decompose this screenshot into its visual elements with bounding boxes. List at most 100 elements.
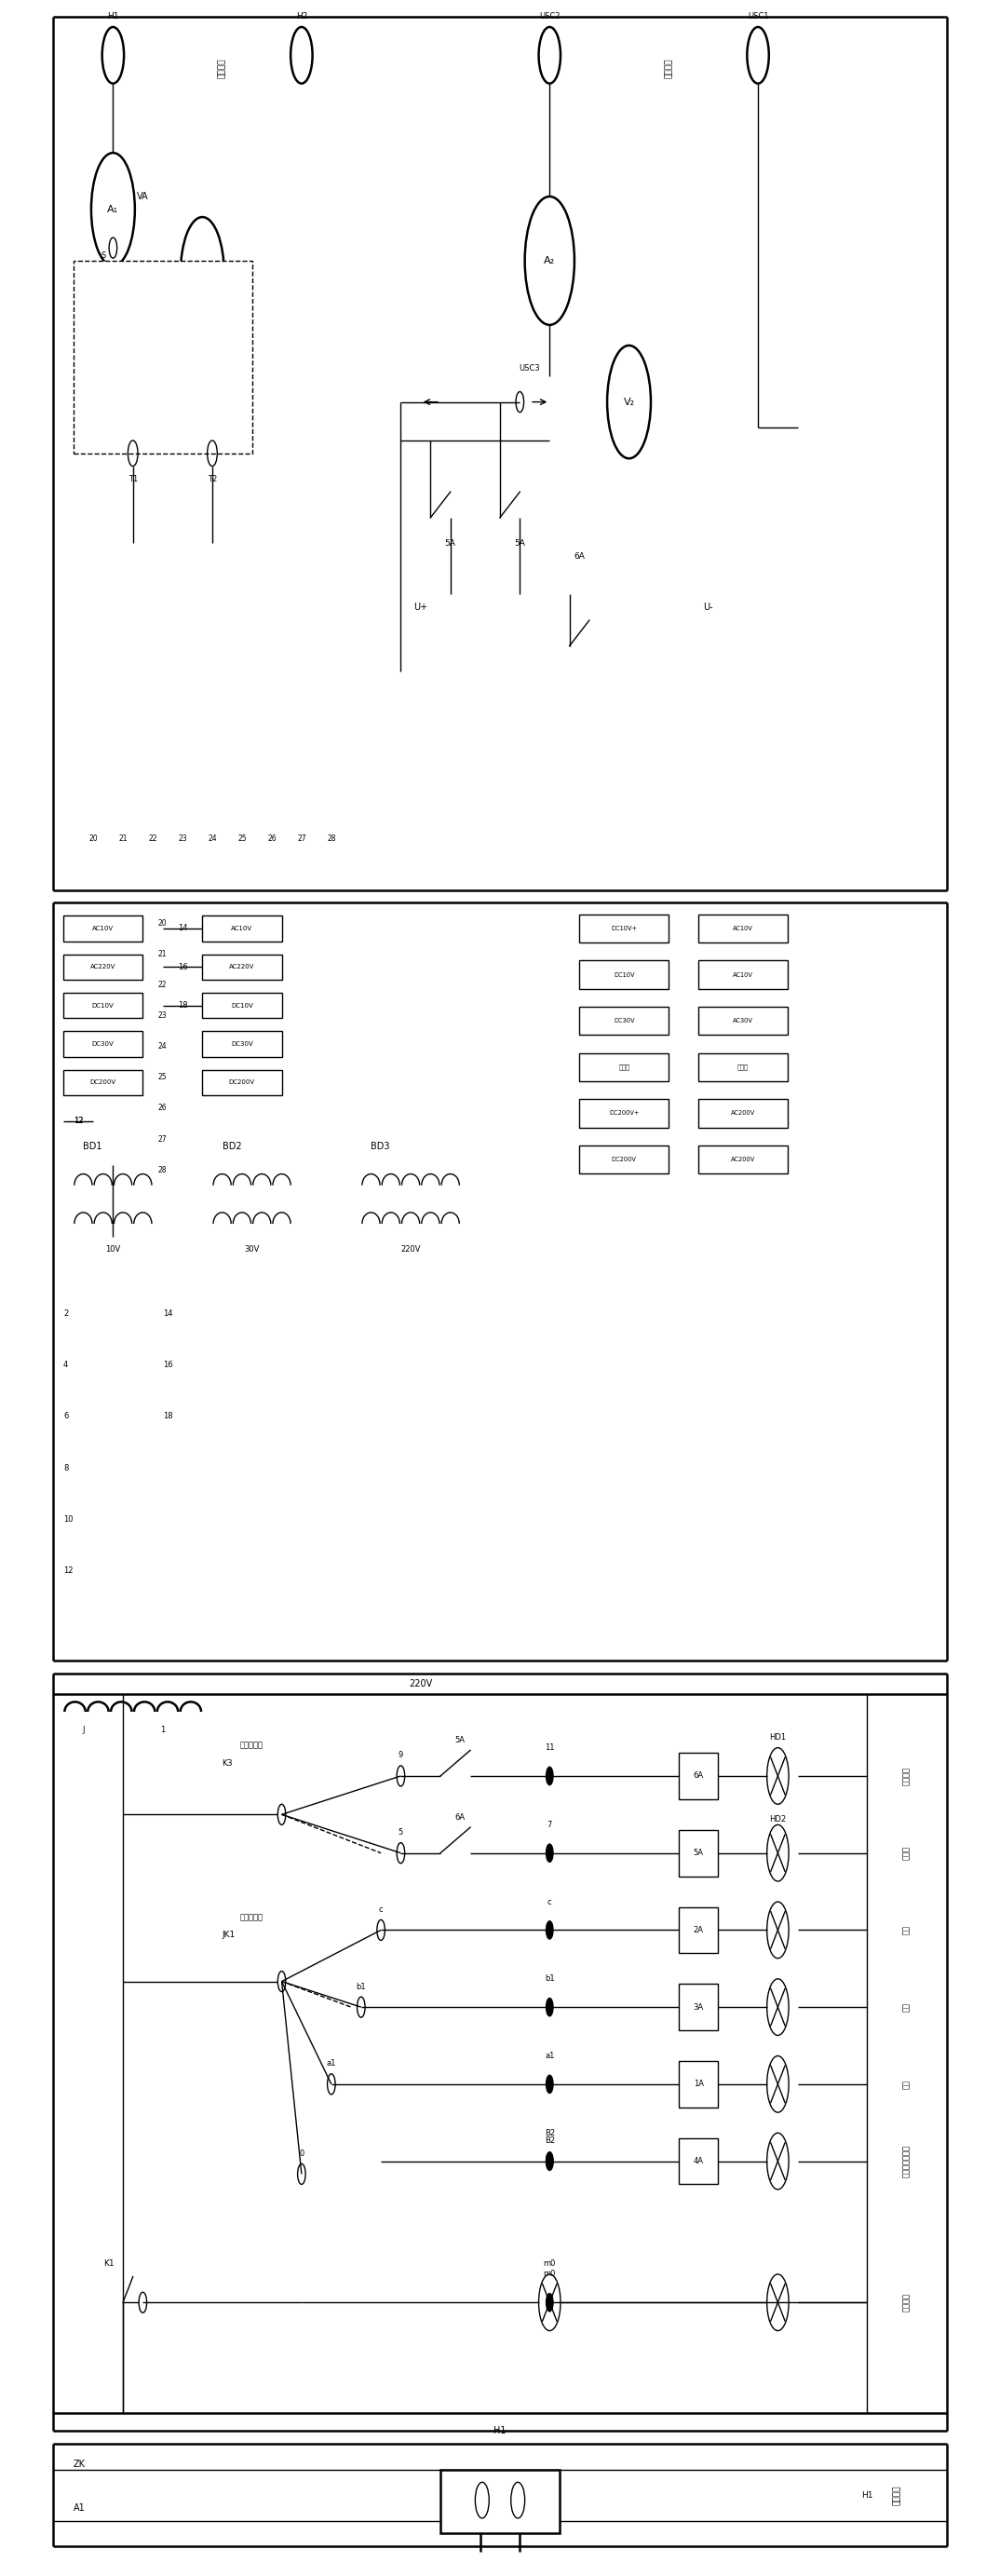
Text: 22: 22 xyxy=(148,835,157,842)
Text: DC10V: DC10V xyxy=(231,1002,253,1007)
Text: USC3: USC3 xyxy=(519,363,540,374)
Text: 25: 25 xyxy=(238,835,246,842)
Text: 14: 14 xyxy=(163,1309,172,1319)
Text: DC10V: DC10V xyxy=(92,1002,114,1007)
Bar xyxy=(698,1054,788,1082)
Text: 220V: 220V xyxy=(401,1244,421,1255)
Text: H1: H1 xyxy=(107,13,119,21)
Text: 2A: 2A xyxy=(693,1927,704,1935)
Text: 8: 8 xyxy=(76,1041,81,1048)
Text: DC200V+: DC200V+ xyxy=(609,1110,639,1115)
Text: b1: b1 xyxy=(545,1976,555,1984)
Text: 间隔机组监控台: 间隔机组监控台 xyxy=(903,2146,911,2177)
Text: 24: 24 xyxy=(208,835,217,842)
Circle shape xyxy=(546,1922,553,1940)
Bar xyxy=(63,914,143,940)
Bar xyxy=(202,1069,282,1095)
Text: 6: 6 xyxy=(76,1002,81,1010)
Text: 被测继: 被测继 xyxy=(738,1064,749,1069)
Text: K3: K3 xyxy=(222,1759,233,1767)
Text: a1: a1 xyxy=(326,2058,336,2069)
Bar xyxy=(440,2470,560,2535)
Bar xyxy=(202,1030,282,1056)
Text: 23: 23 xyxy=(178,835,187,842)
Text: 30V: 30V xyxy=(244,1244,260,1255)
Text: 20: 20 xyxy=(89,835,98,842)
Text: 6A: 6A xyxy=(455,1814,465,1821)
Text: U+: U+ xyxy=(414,603,428,613)
Text: BD1: BD1 xyxy=(83,1141,102,1151)
Text: AC220V: AC220V xyxy=(90,963,116,969)
Text: AC200V: AC200V xyxy=(731,1157,755,1162)
Text: 5: 5 xyxy=(398,1829,403,1837)
Text: 4: 4 xyxy=(76,963,81,971)
Text: 极性选择器: 极性选择器 xyxy=(240,1741,264,1749)
Text: AC10V: AC10V xyxy=(231,925,253,933)
Text: USC2: USC2 xyxy=(539,13,560,21)
Text: AC200V: AC200V xyxy=(731,1110,755,1115)
Text: ZK: ZK xyxy=(73,2460,85,2468)
Text: 16: 16 xyxy=(163,1360,173,1370)
Bar xyxy=(579,1146,669,1175)
Bar xyxy=(579,914,669,943)
Circle shape xyxy=(546,1767,553,1785)
Text: A₁: A₁ xyxy=(107,204,119,214)
Text: 2: 2 xyxy=(63,1309,68,1319)
Text: 暂停: 暂停 xyxy=(903,1924,911,1935)
Text: 6: 6 xyxy=(76,1002,81,1010)
Circle shape xyxy=(546,2076,553,2094)
Bar xyxy=(679,2138,718,2184)
Bar xyxy=(73,260,252,453)
Text: 220V: 220V xyxy=(409,1680,432,1687)
Circle shape xyxy=(546,2151,553,2169)
Bar xyxy=(202,992,282,1018)
Text: 26: 26 xyxy=(267,835,276,842)
Text: 直流输出: 直流输出 xyxy=(664,59,673,77)
Text: 置图: 置图 xyxy=(903,2079,911,2089)
Text: AC10V: AC10V xyxy=(733,971,753,976)
Text: c: c xyxy=(379,1906,383,1914)
Text: 6: 6 xyxy=(63,1412,68,1419)
Text: 25: 25 xyxy=(158,1074,167,1082)
Text: 5A: 5A xyxy=(514,538,525,549)
Bar xyxy=(679,1752,718,1798)
Text: 20: 20 xyxy=(158,920,167,927)
Text: AC30V: AC30V xyxy=(733,1018,753,1023)
Text: 8: 8 xyxy=(63,1463,68,1471)
Text: b1: b1 xyxy=(356,1984,366,1991)
Text: 26: 26 xyxy=(158,1105,167,1113)
Text: 4: 4 xyxy=(63,1360,68,1370)
Text: B2: B2 xyxy=(544,2128,555,2138)
Text: U-: U- xyxy=(703,603,713,613)
Text: 12: 12 xyxy=(73,1118,83,1126)
Text: T1: T1 xyxy=(128,474,138,484)
Text: 9: 9 xyxy=(398,1752,403,1759)
Text: 2: 2 xyxy=(76,925,81,933)
Text: DC200V: DC200V xyxy=(612,1157,637,1162)
Text: H2: H2 xyxy=(296,13,307,21)
Text: 1A: 1A xyxy=(693,2079,704,2089)
Text: 交流输出: 交流输出 xyxy=(218,59,226,77)
Text: a1: a1 xyxy=(545,2050,554,2061)
Text: 22: 22 xyxy=(158,981,167,989)
Text: V₂: V₂ xyxy=(623,397,635,407)
Text: 5A: 5A xyxy=(445,538,456,549)
Text: 4A: 4A xyxy=(693,2156,704,2166)
Text: H1: H1 xyxy=(494,2427,506,2434)
Bar xyxy=(698,961,788,989)
Bar xyxy=(63,1030,143,1056)
Text: DC200V: DC200V xyxy=(229,1079,255,1084)
Bar xyxy=(679,1984,718,2030)
Text: 5A: 5A xyxy=(693,1850,704,1857)
Circle shape xyxy=(546,1999,553,2017)
Text: 7: 7 xyxy=(547,1821,552,1829)
Text: 6A: 6A xyxy=(574,551,585,559)
Text: DC30V: DC30V xyxy=(231,1041,253,1046)
Text: HD1: HD1 xyxy=(769,1734,786,1741)
Bar xyxy=(579,1007,669,1036)
Text: 上楼电容: 上楼电容 xyxy=(903,2293,911,2311)
Bar xyxy=(579,1100,669,1128)
Text: K1: K1 xyxy=(103,2259,114,2267)
Text: DC10V+: DC10V+ xyxy=(611,925,637,933)
Text: JK1: JK1 xyxy=(222,1932,235,1940)
